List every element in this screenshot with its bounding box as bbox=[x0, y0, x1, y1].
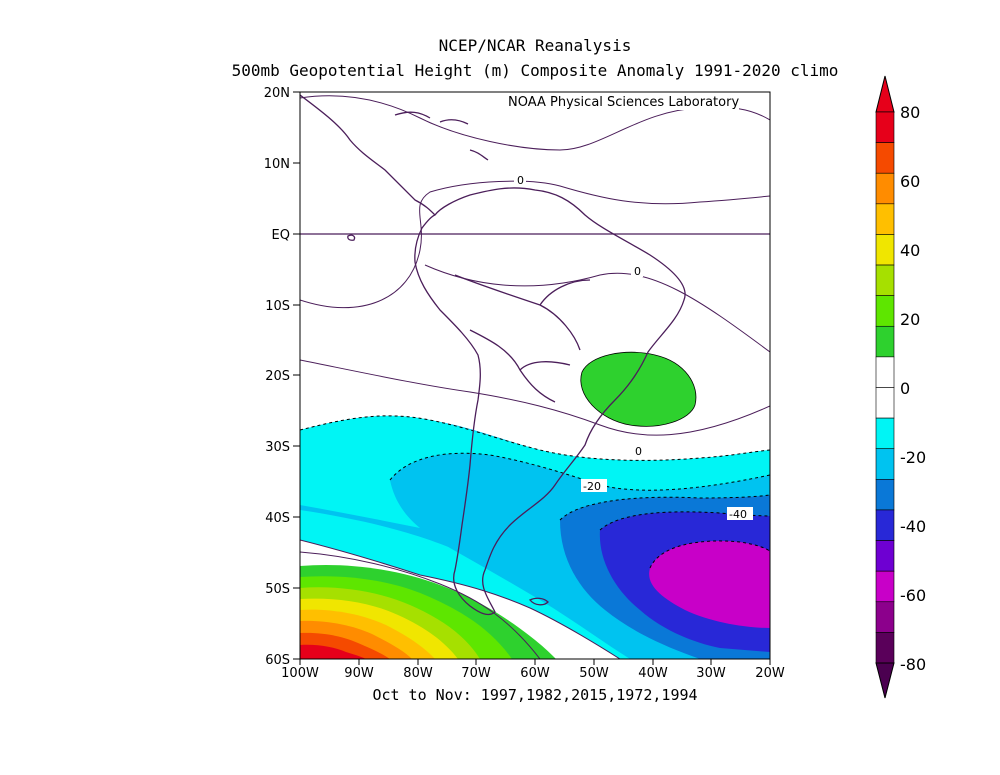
colorbar-segment bbox=[875, 448, 895, 480]
chart-title: NCEP/NCAR Reanalysis bbox=[438, 36, 632, 55]
lon-tick-30w: 30W bbox=[696, 666, 726, 681]
contour-label-3: 0 bbox=[635, 445, 642, 458]
contour-line-zero-mid bbox=[300, 359, 770, 436]
lat-tick-50s: 50S bbox=[265, 582, 290, 597]
credit-label: NOAA Physical Sciences Laboratory bbox=[508, 95, 740, 110]
lat-axis: 20N 10N EQ 10S 20S 30S 40S 50S 60S bbox=[264, 86, 300, 668]
map-plot-area bbox=[300, 92, 770, 659]
colorbar-segment bbox=[875, 295, 895, 327]
lon-tick-90w: 90W bbox=[344, 666, 374, 681]
colorbar-tick-60: 60 bbox=[900, 172, 920, 191]
lon-tick-50w: 50W bbox=[579, 666, 609, 681]
colorbar-bottom-arrow bbox=[875, 662, 895, 699]
colorbar-segment bbox=[875, 111, 895, 143]
lat-tick-20s: 20S bbox=[265, 369, 290, 384]
lat-tick-10n: 10N bbox=[264, 157, 290, 172]
colorbar-segment bbox=[875, 203, 895, 235]
contour-line-zero-trop bbox=[424, 264, 770, 353]
coastline-galapagos bbox=[347, 234, 356, 241]
contour-lines bbox=[300, 95, 770, 659]
contour-label-1: 0 bbox=[517, 174, 524, 187]
colorbar-segment bbox=[875, 387, 895, 419]
coastline-falklands bbox=[528, 597, 549, 606]
lat-tick-40s: 40S bbox=[265, 511, 290, 526]
colorbar-segment bbox=[875, 142, 895, 174]
coastline-brazil-border bbox=[454, 274, 591, 351]
colorbar-tick-40: 40 bbox=[900, 241, 920, 260]
colorbar-tick-n80: -80 bbox=[900, 655, 926, 674]
coastline-central-america bbox=[300, 94, 436, 216]
colorbar-tick-n40: -40 bbox=[900, 517, 926, 536]
period-label: Oct to Nov: 1997,1982,2015,1972,1994 bbox=[372, 686, 698, 704]
colorbar-segment bbox=[875, 417, 895, 450]
colorbar-tick-20: 20 bbox=[900, 310, 920, 329]
lon-tick-100w: 100W bbox=[281, 666, 319, 681]
lon-axis: 100W 90W 80W 70W 60W 50W 40W 30W 20W bbox=[281, 659, 785, 681]
contour-line-neg20-inner bbox=[389, 452, 770, 491]
colorbar-segment bbox=[875, 570, 895, 603]
anomaly-fill-pos80 bbox=[300, 644, 366, 659]
contour-line-zero-south bbox=[300, 539, 621, 659]
lat-tick-60s: 60S bbox=[265, 653, 290, 668]
lon-tick-70w: 70W bbox=[461, 666, 491, 681]
lat-tick-30s: 30S bbox=[265, 440, 290, 455]
colorbar: 80 60 40 20 0 -20 -40 -60 -80 bbox=[875, 75, 926, 699]
anomaly-fill-cyan-rim bbox=[300, 415, 770, 528]
contour-label-group: 0 0 0 -20 -40 bbox=[514, 173, 753, 521]
lon-tick-40w: 40W bbox=[638, 666, 668, 681]
contour-line-south-ten bbox=[300, 551, 541, 659]
coastline-caribbean-islands bbox=[394, 111, 489, 161]
colorbar-segment bbox=[875, 325, 895, 358]
colorbar-segment bbox=[875, 356, 895, 388]
colorbar-tick-80: 80 bbox=[900, 103, 920, 122]
colorbar-segment bbox=[875, 509, 895, 541]
lon-tick-20w: 20W bbox=[755, 666, 785, 681]
coastline-south-america bbox=[414, 187, 686, 616]
lon-tick-60w: 60W bbox=[520, 666, 550, 681]
anomaly-fill-neg50 bbox=[649, 540, 770, 628]
lat-tick-20n: 20N bbox=[264, 86, 290, 101]
lat-tick-eq: EQ bbox=[272, 228, 290, 243]
chart-subtitle: 500mb Geopotential Height (m) Composite … bbox=[231, 61, 839, 80]
colorbar-segments bbox=[875, 111, 895, 664]
lat-tick-10s: 10S bbox=[265, 299, 290, 314]
colorbar-tick-n60: -60 bbox=[900, 586, 926, 605]
colorbar-top-arrow bbox=[875, 75, 895, 113]
contour-line-zero-north bbox=[300, 180, 770, 309]
coastline bbox=[300, 94, 686, 616]
colorbar-segment bbox=[875, 264, 895, 296]
colorbar-segment bbox=[875, 632, 895, 664]
lon-tick-80w: 80W bbox=[403, 666, 433, 681]
contour-line-neg60 bbox=[649, 540, 770, 569]
colorbar-segment bbox=[875, 479, 895, 511]
contour-line-neg40 bbox=[559, 494, 770, 521]
coastline-bolivia-border bbox=[469, 329, 571, 403]
contour-label-2: 0 bbox=[634, 265, 641, 278]
colorbar-segment bbox=[875, 601, 895, 633]
colorbar-tick-n20: -20 bbox=[900, 448, 926, 467]
contour-label-4: -20 bbox=[583, 480, 601, 493]
colorbar-segment bbox=[875, 540, 895, 572]
colorbar-segment bbox=[875, 172, 895, 205]
colorbar-segment bbox=[875, 234, 895, 266]
colorbar-tick-0: 0 bbox=[900, 379, 910, 398]
contour-label-5: -40 bbox=[729, 508, 747, 521]
